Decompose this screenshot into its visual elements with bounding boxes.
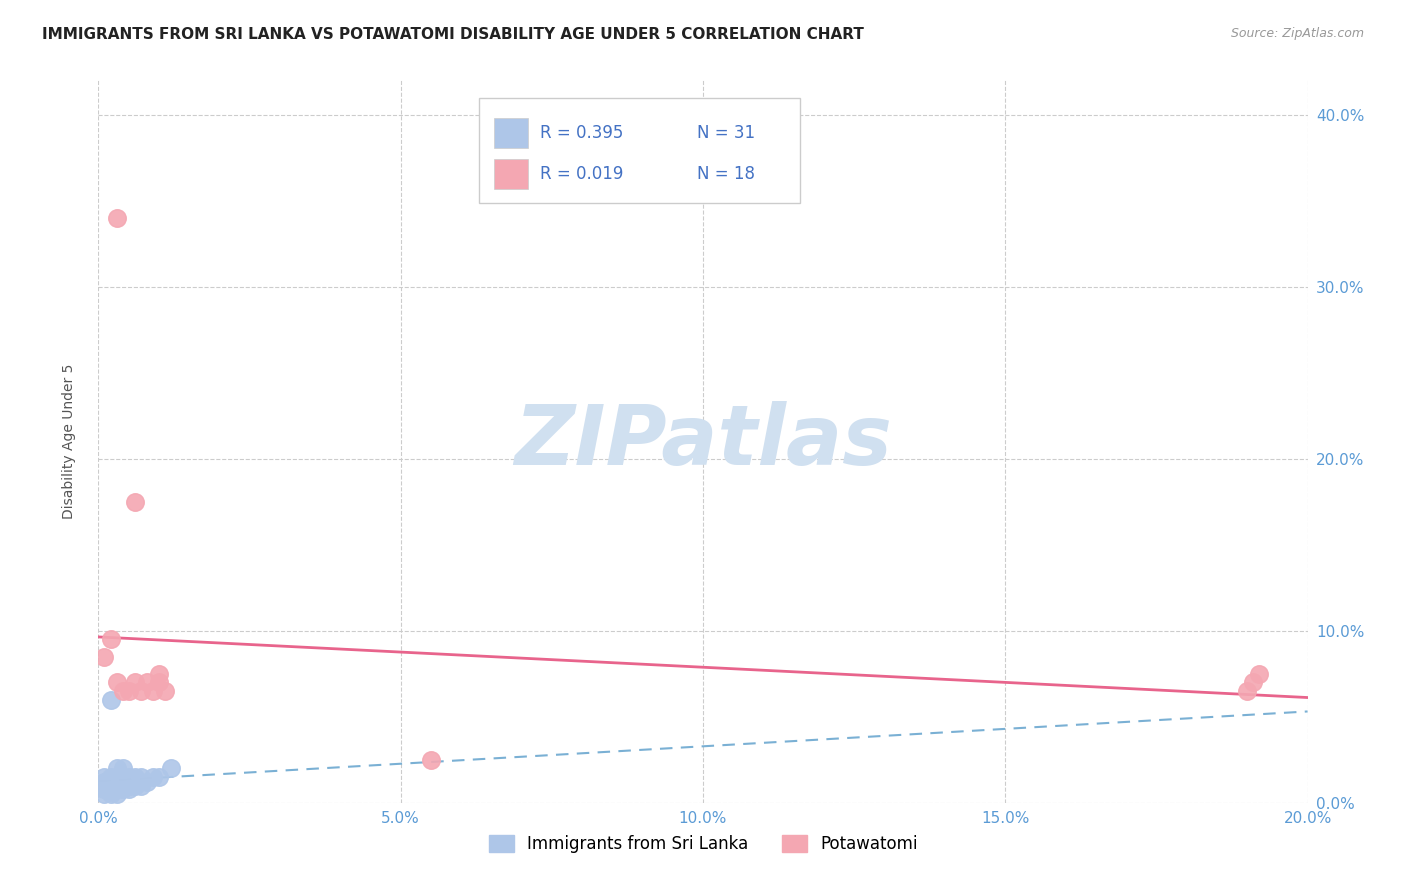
- FancyBboxPatch shape: [494, 118, 527, 148]
- Point: [111, 684, 134, 698]
- Text: N = 18: N = 18: [697, 165, 755, 183]
- Point: [100, 692, 122, 706]
- Point: [100, 770, 122, 784]
- Point: [93, 782, 115, 797]
- Point: [105, 211, 128, 225]
- Point: [105, 782, 128, 797]
- Point: [142, 770, 165, 784]
- Text: N = 31: N = 31: [697, 124, 755, 142]
- Point: [100, 782, 122, 797]
- Point: [118, 770, 141, 784]
- Point: [100, 775, 122, 789]
- Point: [93, 649, 115, 664]
- Point: [118, 782, 141, 797]
- Point: [124, 770, 146, 784]
- Text: IMMIGRANTS FROM SRI LANKA VS POTAWATOMI DISABILITY AGE UNDER 5 CORRELATION CHART: IMMIGRANTS FROM SRI LANKA VS POTAWATOMI …: [42, 27, 865, 42]
- Point: [129, 684, 152, 698]
- Point: [420, 753, 443, 767]
- Point: [111, 761, 134, 775]
- Point: [135, 775, 157, 789]
- Point: [124, 675, 146, 690]
- Point: [1249, 666, 1271, 681]
- Point: [105, 779, 128, 793]
- Point: [111, 779, 134, 793]
- Point: [135, 675, 157, 690]
- Point: [100, 779, 122, 793]
- Point: [129, 770, 152, 784]
- Y-axis label: Disability Age Under 5: Disability Age Under 5: [62, 364, 76, 519]
- Text: Source: ZipAtlas.com: Source: ZipAtlas.com: [1230, 27, 1364, 40]
- Point: [93, 770, 115, 784]
- Point: [111, 782, 134, 797]
- Point: [153, 684, 176, 698]
- Point: [105, 761, 128, 775]
- Point: [142, 684, 165, 698]
- Point: [118, 779, 141, 793]
- Point: [1241, 675, 1264, 690]
- Text: R = 0.395: R = 0.395: [540, 124, 623, 142]
- FancyBboxPatch shape: [494, 159, 527, 189]
- Point: [148, 675, 170, 690]
- Point: [93, 787, 115, 801]
- Point: [160, 761, 183, 775]
- Point: [105, 787, 128, 801]
- Point: [148, 666, 170, 681]
- Text: R = 0.019: R = 0.019: [540, 165, 623, 183]
- Point: [111, 770, 134, 784]
- Point: [148, 770, 170, 784]
- Text: ZIPatlas: ZIPatlas: [515, 401, 891, 482]
- Point: [1236, 684, 1258, 698]
- FancyBboxPatch shape: [479, 98, 800, 203]
- Point: [124, 779, 146, 793]
- Point: [124, 494, 146, 508]
- Point: [93, 775, 115, 789]
- Point: [100, 787, 122, 801]
- Point: [105, 675, 128, 690]
- Legend: Immigrants from Sri Lanka, Potawatomi: Immigrants from Sri Lanka, Potawatomi: [482, 828, 924, 860]
- Point: [93, 779, 115, 793]
- Point: [105, 770, 128, 784]
- Point: [129, 779, 152, 793]
- Point: [100, 632, 122, 647]
- Point: [118, 684, 141, 698]
